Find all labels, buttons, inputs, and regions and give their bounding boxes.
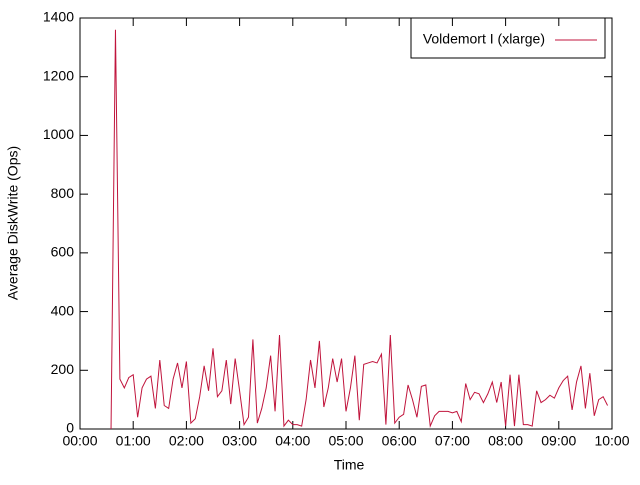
y-tick-label: 1400 xyxy=(43,9,74,25)
x-axis-label: Time xyxy=(334,457,365,473)
x-tick-label: 08:00 xyxy=(488,433,523,449)
y-tick-label: 0 xyxy=(66,420,74,436)
x-tick-label: 04:00 xyxy=(275,433,310,449)
x-tick-label: 06:00 xyxy=(382,433,417,449)
y-tick-label: 600 xyxy=(51,244,75,260)
y-tick-label: 1200 xyxy=(43,67,74,83)
y-tick-label: 200 xyxy=(51,361,75,377)
legend-box xyxy=(410,17,606,59)
x-tick-label: 02:00 xyxy=(169,433,204,449)
y-axis-label: Average DiskWrite (Ops) xyxy=(5,146,21,300)
data-line xyxy=(110,29,609,430)
x-tick-label: 10:00 xyxy=(594,433,629,449)
x-tick-label: 05:00 xyxy=(328,433,363,449)
legend-label: Voldemort I (xlarge) xyxy=(423,31,545,47)
y-tick-label: 400 xyxy=(51,302,75,318)
x-tick-label: 01:00 xyxy=(116,433,151,449)
y-tick-label: 1000 xyxy=(43,126,74,142)
plot-frame xyxy=(79,17,613,430)
x-tick-label: 09:00 xyxy=(541,433,576,449)
x-tick-label: 07:00 xyxy=(435,433,470,449)
x-tick-label: 00:00 xyxy=(62,433,97,449)
x-tick-label: 03:00 xyxy=(222,433,257,449)
y-tick-label: 800 xyxy=(51,185,75,201)
